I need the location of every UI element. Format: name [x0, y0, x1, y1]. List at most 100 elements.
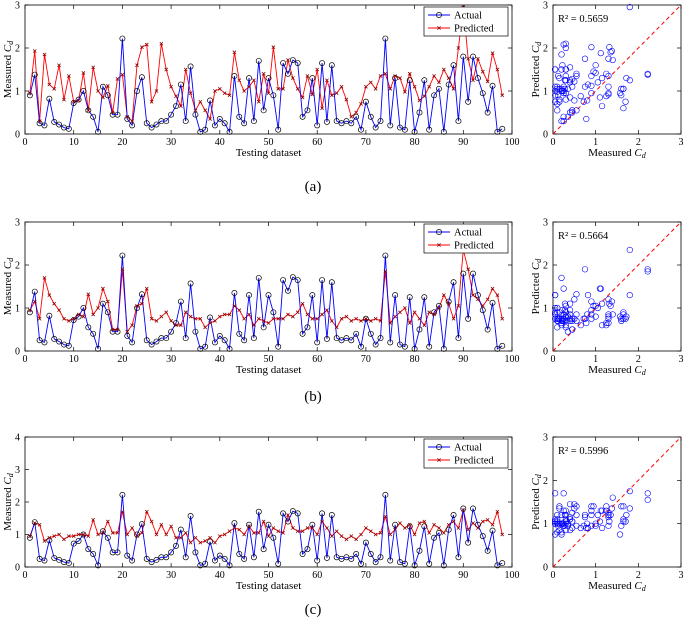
scatter-point [607, 302, 614, 309]
predicted-point [120, 267, 125, 272]
predicted-point [500, 532, 505, 537]
actual-point [46, 95, 53, 102]
scatter-point [556, 74, 563, 82]
scatter-point [620, 105, 627, 112]
scatter-point [571, 501, 578, 508]
scatter-x-tick-label: 0 [551, 354, 556, 365]
predicted-point [247, 524, 251, 529]
predicted-point [398, 76, 402, 80]
x-tick-label: 30 [166, 354, 176, 365]
actual-point [309, 521, 316, 528]
actual-point [353, 551, 360, 557]
scatter-point [644, 70, 651, 77]
actual-point [465, 539, 472, 546]
scatter-point [560, 490, 567, 497]
predicted-point [135, 303, 139, 308]
scatter-point [566, 64, 574, 71]
actual-point [226, 562, 233, 569]
predicted-point [135, 534, 139, 539]
actual-point [304, 324, 311, 331]
actual-point [85, 107, 92, 114]
predicted-point [329, 319, 334, 323]
predicted-point [339, 316, 344, 321]
x-tick-label: 60 [312, 354, 322, 365]
predicted-point [485, 297, 490, 302]
scatter-point [597, 507, 604, 514]
scatter-point [558, 117, 565, 125]
x-tick-label: 70 [361, 137, 371, 148]
actual-point [26, 534, 33, 541]
predicted-point [295, 310, 300, 315]
actual-point [202, 560, 209, 567]
predicted-point [227, 529, 232, 534]
scatter-point [560, 90, 567, 97]
actual-point [309, 292, 316, 299]
predicted-point [91, 312, 96, 317]
scatter-point [573, 291, 580, 298]
scatter-x-tick-label: 3 [679, 570, 684, 581]
predicted-point [101, 530, 105, 535]
scatter-point [594, 511, 601, 519]
actual-point [270, 92, 277, 99]
y-tick-label: 1 [15, 304, 20, 315]
actual-point [484, 109, 491, 116]
predicted-point [227, 312, 232, 317]
scatter-point [562, 317, 569, 325]
scatter-point [560, 317, 567, 325]
predicted-point [247, 84, 251, 89]
actual-point [173, 542, 179, 549]
actual-point [401, 560, 408, 567]
scatter-point [571, 78, 578, 85]
actual-point [221, 120, 228, 127]
scatter-point [626, 505, 633, 512]
actual-point [250, 118, 257, 125]
actual-point [104, 92, 111, 99]
predicted-point [402, 526, 407, 530]
scatter-point [588, 307, 595, 314]
scatter-point [566, 79, 574, 86]
x-tick-label: 90 [458, 137, 468, 148]
predicted-point [178, 535, 183, 540]
predicted-point [281, 530, 285, 535]
scatter-point [594, 79, 601, 86]
scatter-point [573, 72, 580, 80]
scatter-point [588, 522, 595, 529]
actual-point [479, 533, 486, 540]
predicted-point [402, 306, 407, 310]
scatter-y-axis-label: Predicted Cd [530, 258, 543, 315]
y-tick-label: 2 [15, 44, 20, 55]
actual-point [426, 126, 433, 133]
actual-point [426, 343, 433, 350]
actual-point [377, 554, 384, 561]
actual-point [177, 298, 184, 305]
scatter-point [605, 296, 612, 303]
actual-point [314, 557, 321, 564]
predicted-point [476, 56, 480, 61]
scatter-point [597, 285, 604, 292]
actual-point [211, 339, 218, 346]
actual-point [377, 335, 384, 342]
scatter-point [618, 315, 625, 322]
actual-point [280, 277, 287, 283]
actual-point [246, 521, 252, 528]
predicted-point [101, 95, 105, 100]
actual-point [426, 560, 433, 567]
predicted-point [208, 321, 212, 325]
scatter-point [618, 85, 625, 92]
predicted-point [281, 316, 285, 321]
predicted-point [242, 532, 247, 537]
predicted-point [139, 301, 144, 306]
predicted-point [213, 89, 217, 93]
scatter-point [569, 109, 576, 116]
scatter-y-tick-label: 2 [543, 261, 548, 272]
actual-point [241, 120, 248, 127]
scatter-x-tick-label: 1 [593, 354, 598, 365]
actual-point [163, 554, 170, 561]
actual-point [455, 118, 462, 125]
predicted-point [485, 517, 490, 522]
actual-point [70, 540, 77, 547]
predicted-point [276, 316, 281, 321]
scatter-point [556, 505, 563, 512]
scatter-point [598, 102, 606, 110]
